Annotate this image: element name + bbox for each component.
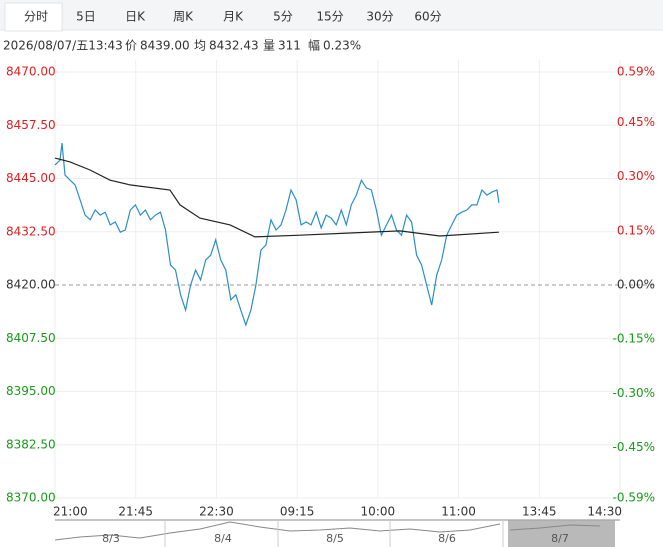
y-tick-label: 8382.50 xyxy=(6,437,56,451)
info-label: 价 xyxy=(125,39,137,53)
navigator-label: 8/5 xyxy=(326,532,344,545)
navigator-label: 8/3 xyxy=(102,532,120,545)
y-tick-label: 8457.50 xyxy=(6,118,56,132)
x-tick-label: 22:30 xyxy=(199,505,234,519)
x-tick-label: 21:00 xyxy=(53,505,88,519)
x-tick-label: 21:45 xyxy=(118,505,153,519)
navigator-label: 8/4 xyxy=(214,532,232,545)
tab-label[interactable]: 周K xyxy=(173,10,194,24)
series-line xyxy=(54,157,499,238)
active-tab[interactable] xyxy=(4,2,63,32)
tab-label[interactable]: 5日 xyxy=(76,10,96,24)
tab-label[interactable]: 60分 xyxy=(414,10,441,24)
navigator-trace xyxy=(54,521,601,541)
x-tick-label: 10:00 xyxy=(361,505,396,519)
info-value: 311 xyxy=(278,39,301,53)
tab-label[interactable]: 5分 xyxy=(273,10,293,24)
y2-tick-label: 0.15% xyxy=(617,223,655,237)
tab-label[interactable]: 30分 xyxy=(366,10,393,24)
x-tick-label: 14:30 xyxy=(587,505,622,519)
y2-tick-label: -0.30% xyxy=(613,386,655,400)
y2-tick-label: -0.45% xyxy=(613,440,655,454)
info-time: 2026/08/07/五13:43 xyxy=(3,39,123,53)
info-value: 8439.00 xyxy=(140,39,190,53)
y-tick-label: 8370.00 xyxy=(6,491,56,505)
info-label: 量 xyxy=(263,39,275,53)
info-label: 均 xyxy=(194,39,206,53)
x-tick-label: 13:45 xyxy=(522,505,557,519)
navigator-label: 8/7 xyxy=(551,532,569,545)
y-tick-label: 8420.00 xyxy=(6,278,56,292)
y2-tick-label: 0.59% xyxy=(617,65,655,79)
info-label: 幅 xyxy=(308,38,320,53)
y2-tick-label: -0.59% xyxy=(613,491,655,505)
navigator-window[interactable] xyxy=(508,520,615,547)
info-value: 0.23% xyxy=(323,39,361,53)
y2-tick-label: 0.00% xyxy=(617,278,655,292)
y-tick-label: 8470.00 xyxy=(6,65,56,79)
y-tick-label: 8445.00 xyxy=(6,171,56,185)
y-tick-label: 8407.50 xyxy=(6,331,56,345)
series-line xyxy=(54,143,500,327)
x-tick-label: 11:00 xyxy=(441,505,476,519)
tab-label[interactable]: 月K xyxy=(223,10,244,24)
tab-label[interactable]: 15分 xyxy=(316,10,343,24)
y-tick-label: 8432.50 xyxy=(6,224,56,238)
y2-tick-label: 0.45% xyxy=(617,115,655,129)
navigator-label: 8/6 xyxy=(438,532,456,545)
tab-label[interactable]: 日K xyxy=(125,10,146,24)
y2-tick-label: -0.15% xyxy=(613,332,655,346)
x-tick-label: 09:15 xyxy=(280,505,315,519)
info-value: 8432.43 xyxy=(209,39,259,53)
y-tick-label: 8395.00 xyxy=(6,384,56,398)
tab-bar xyxy=(0,0,663,30)
y2-tick-label: 0.30% xyxy=(617,169,655,183)
tab-label[interactable]: 分时 xyxy=(24,10,48,24)
